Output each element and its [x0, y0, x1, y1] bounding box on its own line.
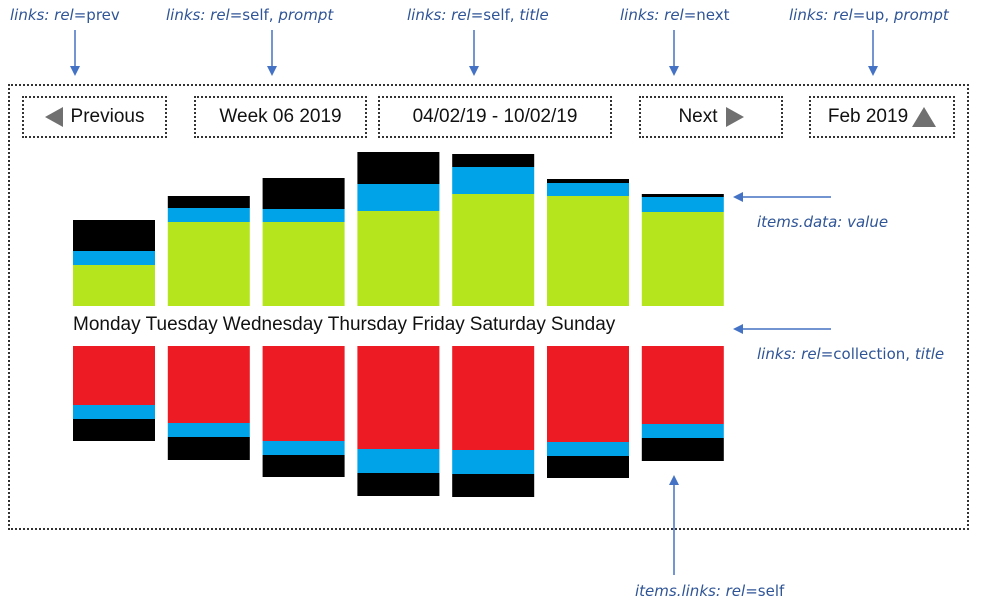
upper-bar-friday-blue[interactable] — [452, 167, 535, 194]
lower-bar-monday-black[interactable] — [73, 419, 155, 441]
week-prompt[interactable]: Week 06 2019 — [194, 96, 367, 138]
lower-bar-wednesday-red[interactable] — [262, 346, 345, 441]
day-label-sunday[interactable]: Sunday — [550, 314, 616, 335]
upper-bar-monday-green[interactable] — [73, 265, 155, 306]
month-up-button[interactable]: Feb 2019 — [809, 96, 955, 138]
lower-bar-wednesday-blue[interactable] — [262, 441, 345, 455]
lower-bar-monday-red[interactable] — [73, 346, 155, 405]
annotation-self-title: links: rel=self, title — [407, 6, 549, 24]
annotation-prev: links: rel=prev — [10, 6, 120, 24]
lower-bar-wednesday-black[interactable] — [262, 455, 345, 477]
lower-bar-sunday-red[interactable] — [641, 346, 724, 424]
next-label: Next — [678, 106, 718, 127]
lower-bar-thursday-red[interactable] — [357, 346, 440, 449]
annotation-collection-title: links: rel=collection, title — [757, 345, 945, 363]
lower-bar-sunday-black[interactable] — [641, 438, 724, 461]
annotation-items-links-self: items.links: rel=self — [635, 582, 785, 600]
lower-bar-tuesday-black[interactable] — [167, 437, 250, 460]
upper-bar-saturday-blue[interactable] — [547, 183, 629, 196]
day-label-monday[interactable]: Monday — [73, 314, 141, 335]
day-labels: Monday Tuesday Wednesday Thursday Friday Satu… — [73, 314, 620, 336]
triangle-right-icon — [725, 107, 744, 127]
lower-bar-thursday-black[interactable] — [357, 473, 440, 496]
upper-bar-monday-blue[interactable] — [73, 251, 155, 265]
upper-bar-sunday-black[interactable] — [641, 194, 724, 197]
lower-bar-friday-black[interactable] — [452, 474, 535, 497]
lower-bar-saturday-blue[interactable] — [547, 442, 629, 456]
upper-bar-sunday-green[interactable] — [641, 212, 724, 306]
day-label-friday[interactable]: Friday — [411, 314, 465, 335]
annotation-items-data-value: items.data: value — [757, 213, 889, 231]
week-label: Week 06 2019 — [219, 106, 342, 127]
day-label-wednesday[interactable]: Wednesday — [222, 314, 323, 335]
upper-bar-sunday-blue[interactable] — [641, 197, 724, 212]
lower-bar-saturday-black[interactable] — [547, 456, 629, 478]
triangle-up-icon — [912, 107, 937, 127]
date-range-title[interactable]: 04/02/19 - 10/02/19 — [378, 96, 612, 138]
lower-bar-friday-blue[interactable] — [452, 450, 535, 474]
upper-bar-tuesday-black[interactable] — [167, 196, 250, 208]
upper-bar-monday-black[interactable] — [73, 220, 155, 251]
previous-label: Previous — [70, 106, 145, 127]
upper-bar-thursday-green[interactable] — [357, 211, 440, 306]
upper-bar-wednesday-green[interactable] — [262, 222, 345, 306]
triangle-left-icon — [44, 107, 63, 127]
upper-bar-saturday-black[interactable] — [547, 179, 629, 183]
lower-bar-thursday-blue[interactable] — [357, 449, 440, 473]
previous-button[interactable]: Previous — [22, 96, 167, 138]
upper-bar-wednesday-blue[interactable] — [262, 209, 345, 222]
upper-bar-tuesday-blue[interactable] — [167, 208, 250, 222]
upper-bar-saturday-green[interactable] — [547, 196, 629, 306]
upper-bar-thursday-blue[interactable] — [357, 184, 440, 211]
lower-bar-saturday-red[interactable] — [547, 346, 629, 442]
day-label-tuesday[interactable]: Tuesday — [145, 314, 218, 335]
annotation-self-prompt: links: rel=self, prompt — [166, 6, 334, 24]
annotation-up-prompt: links: rel=up, prompt — [789, 6, 949, 24]
lower-bar-sunday-blue[interactable] — [641, 424, 724, 438]
upper-bar-thursday-black[interactable] — [357, 152, 440, 184]
upper-bar-tuesday-green[interactable] — [167, 222, 250, 306]
upper-bar-wednesday-black[interactable] — [262, 178, 345, 209]
upper-bar-friday-green[interactable] — [452, 194, 535, 306]
lower-bar-monday-blue[interactable] — [73, 405, 155, 419]
day-label-saturday[interactable]: Saturday — [469, 314, 546, 335]
lower-bar-friday-red[interactable] — [452, 346, 535, 450]
widget-frame — [8, 84, 969, 530]
date-range-label: 04/02/19 - 10/02/19 — [412, 106, 578, 127]
lower-bar-tuesday-blue[interactable] — [167, 423, 250, 437]
annotation-next: links: rel=next — [620, 6, 730, 24]
lower-bar-tuesday-red[interactable] — [167, 346, 250, 423]
next-button[interactable]: Next — [639, 96, 783, 138]
month-label: Feb 2019 — [827, 106, 909, 127]
day-label-thursday[interactable]: Thursday — [327, 314, 407, 335]
upper-bar-friday-black[interactable] — [452, 154, 535, 167]
